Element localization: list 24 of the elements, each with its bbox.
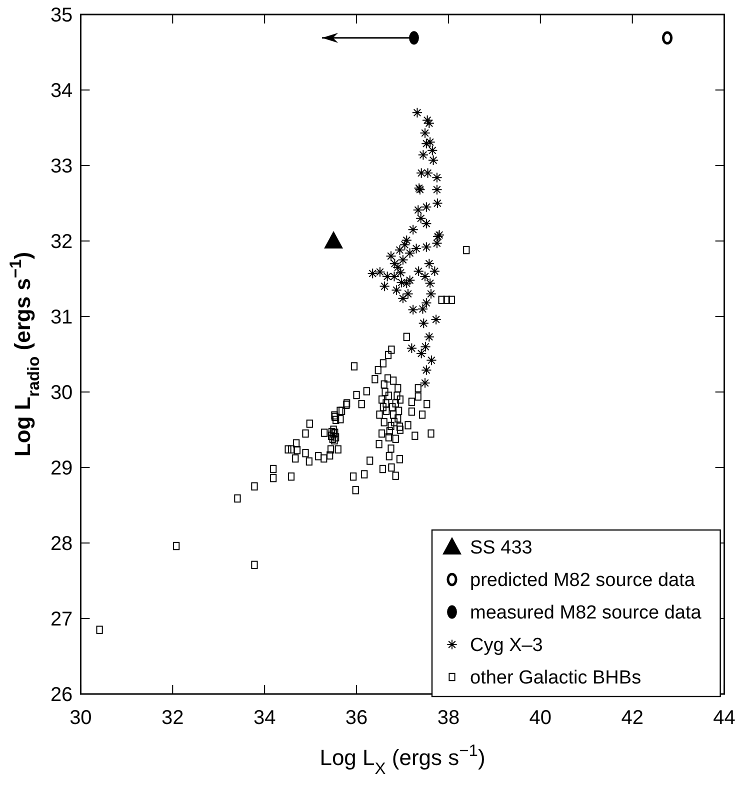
- x-tick-label: 30: [70, 707, 92, 729]
- legend-label: measured M82 source data: [470, 602, 702, 624]
- y-tick-label: 35: [50, 4, 73, 26]
- x-tick-label: 44: [713, 707, 736, 729]
- legend-label: SS 433: [470, 538, 532, 559]
- y-tick-label: 28: [50, 533, 73, 555]
- y-tick-label: 30: [50, 382, 73, 404]
- x-tick-label: 34: [253, 707, 276, 729]
- legend-label: predicted M82 source data: [470, 570, 696, 592]
- x-tick-label: 42: [621, 707, 644, 729]
- x-tick-label: 36: [345, 707, 368, 729]
- y-tick-label: 29: [50, 458, 73, 480]
- y-tick-label: 33: [50, 156, 73, 178]
- y-tick-label: 27: [50, 608, 73, 630]
- x-tick-label: 40: [529, 707, 552, 729]
- legend-label: other Galactic BHBs: [470, 668, 642, 689]
- x-tick-label: 32: [162, 707, 184, 729]
- y-tick-label: 31: [50, 306, 73, 328]
- x-tick-label: 38: [437, 707, 460, 729]
- y-tick-label: 34: [50, 80, 73, 102]
- y-tick-label: 26: [50, 684, 73, 706]
- y-tick-label: 32: [50, 231, 73, 253]
- legend-label: Cyg X–3: [470, 635, 543, 656]
- x-axis-title: Log L$_{X}$ (ergs s$^{−1}$): [320, 742, 486, 778]
